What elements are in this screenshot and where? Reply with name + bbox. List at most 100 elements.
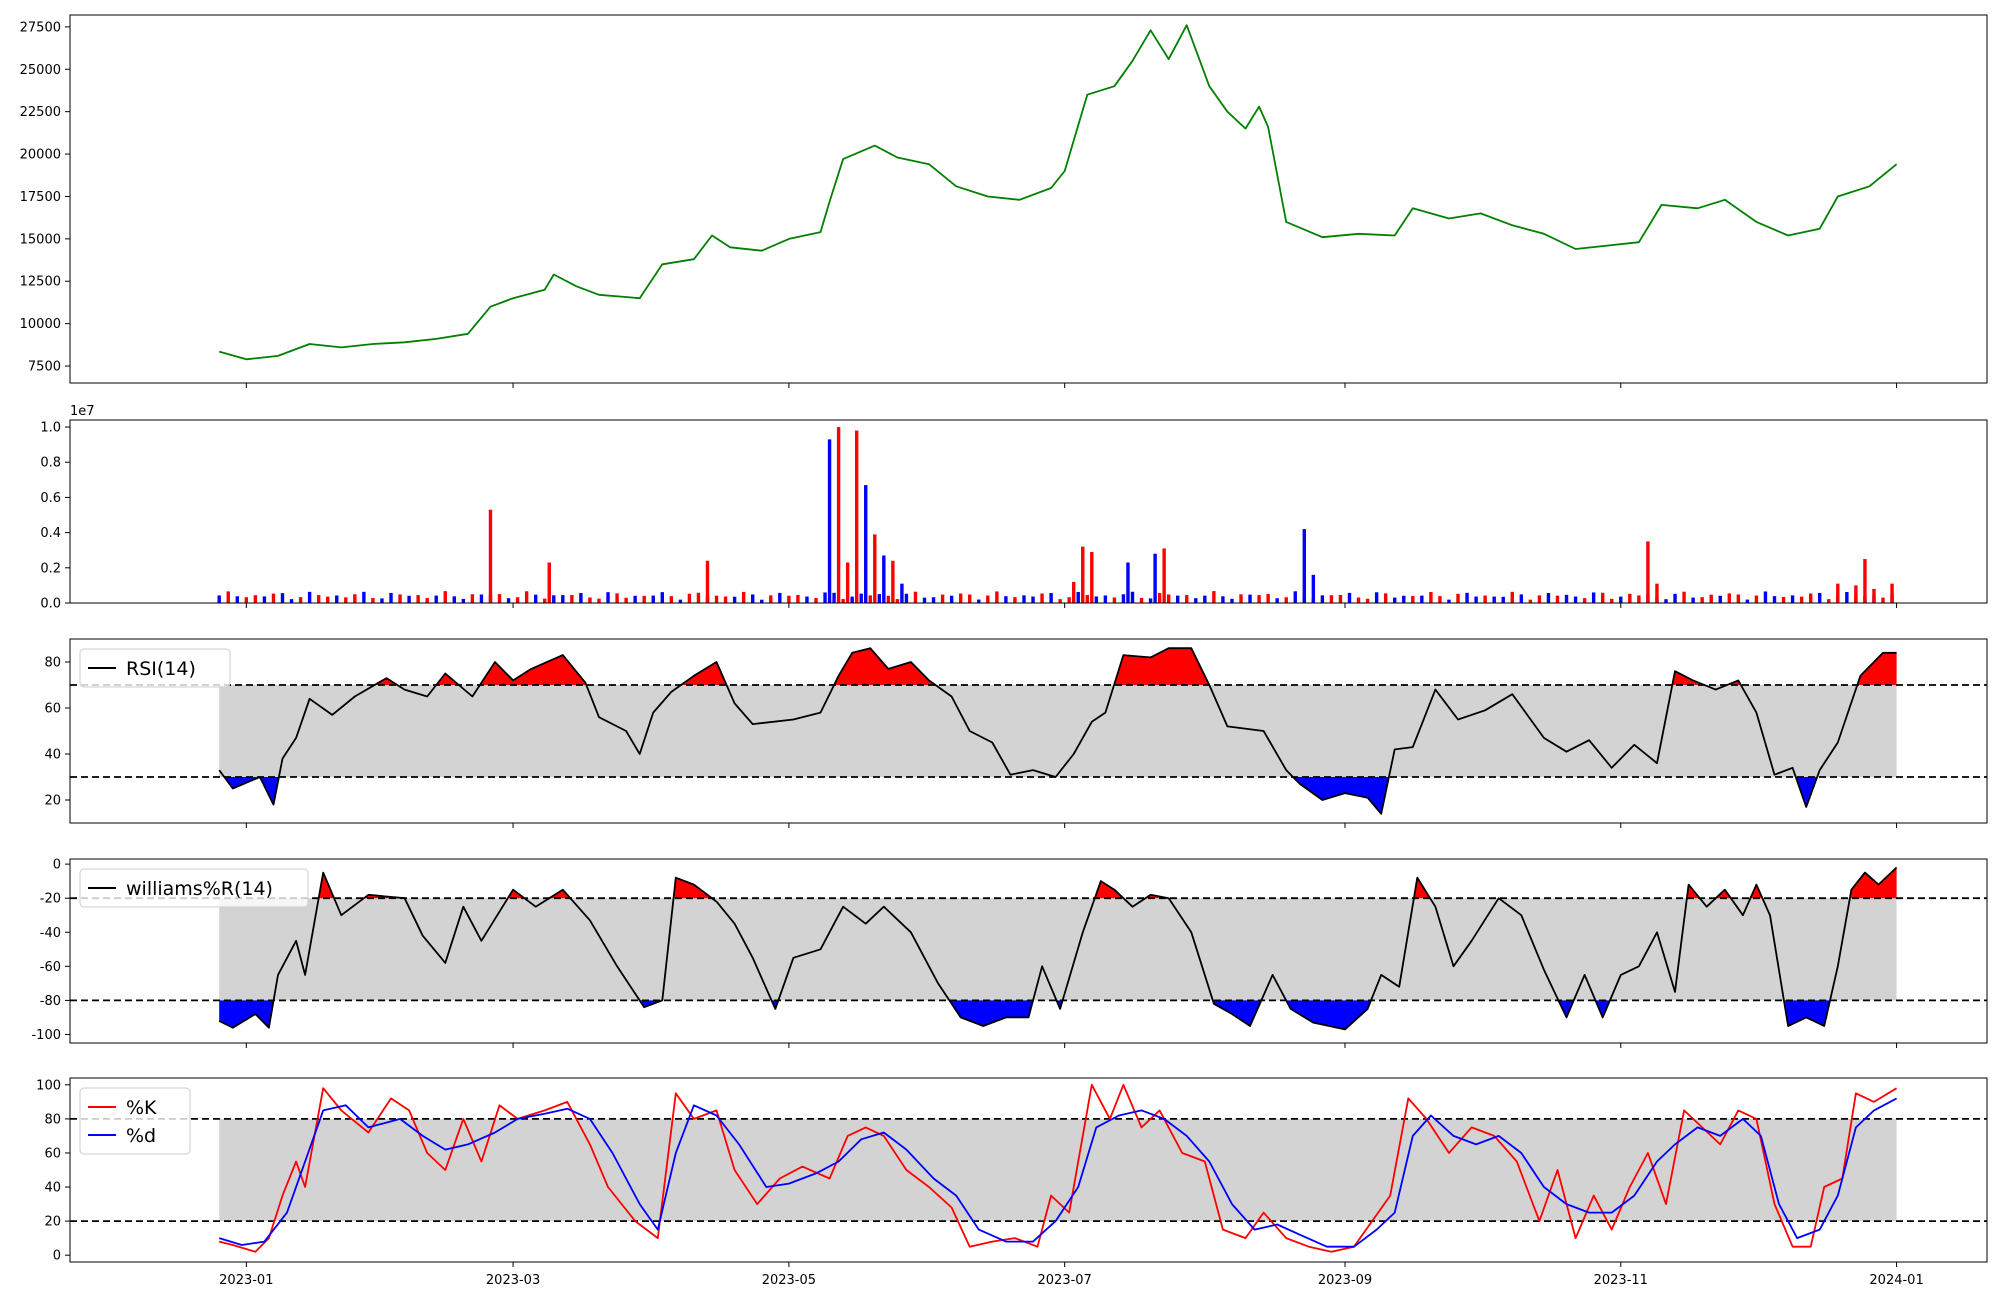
volume-bar xyxy=(253,595,258,603)
volume-bar xyxy=(1546,593,1551,603)
volume-bar xyxy=(1890,583,1894,603)
volume-bar xyxy=(1212,591,1216,603)
williams-r-overbought-fill xyxy=(1849,867,1897,899)
volume-bar xyxy=(1763,591,1768,603)
rsi-legend: RSI(14) xyxy=(79,648,231,688)
williams-r-oversold-fill xyxy=(1595,1000,1610,1018)
volume-bar xyxy=(904,593,909,603)
volume-bar xyxy=(1845,592,1849,603)
volume-bar xyxy=(1031,596,1035,603)
volume-bar xyxy=(1257,595,1261,603)
volume-bar xyxy=(488,509,493,603)
williams-r-oversold-fill xyxy=(219,1000,274,1028)
volume-bar xyxy=(479,594,484,603)
volume-bar xyxy=(913,591,918,603)
volume-bar xyxy=(452,596,457,603)
volume-bar xyxy=(316,595,321,603)
volume-bar xyxy=(787,595,791,603)
volume-bar xyxy=(1610,598,1614,603)
volume-bar xyxy=(326,596,330,603)
volume-bar xyxy=(678,599,683,603)
volume-bar xyxy=(1103,595,1108,603)
volume-bar xyxy=(1293,591,1297,603)
volume-bar xyxy=(1664,599,1668,603)
volume-bar xyxy=(398,594,402,603)
volume-bar xyxy=(814,598,818,603)
volume-bar xyxy=(461,598,466,603)
volume-ytick-label: 0.2 xyxy=(40,561,61,576)
price-panel: 7500 10000 12500 15000 17500 20000 22500 25000 2… xyxy=(20,14,1988,384)
volume-bar xyxy=(1013,597,1017,603)
volume-bar xyxy=(1275,598,1279,603)
volume-bar xyxy=(1112,597,1117,603)
volume-bar xyxy=(1139,597,1144,603)
volume-bar xyxy=(1564,594,1569,603)
volume-bar xyxy=(1682,591,1686,603)
williams-r-frame xyxy=(69,858,1988,1044)
xtick-label: 2023-05 xyxy=(762,1273,816,1288)
rsi-oversold-fill xyxy=(1293,777,1389,814)
volume-bar xyxy=(1094,596,1099,603)
williams-r-overbought-fill xyxy=(1094,881,1124,899)
volume-bar xyxy=(886,595,891,603)
price-plot-area xyxy=(70,15,1987,383)
volume-bar xyxy=(714,595,719,603)
volume-bar xyxy=(1157,593,1162,603)
volume-bar xyxy=(1736,594,1741,603)
volume-bar xyxy=(1691,597,1695,603)
volume-bar xyxy=(1718,595,1722,603)
volume-bar xyxy=(1438,596,1442,603)
williams-r-ytick-label: 0 xyxy=(53,858,61,873)
stochastic-line-%d xyxy=(218,1097,1898,1248)
volume-bar xyxy=(949,595,954,603)
volume-bar xyxy=(1148,598,1153,603)
stochastic-ytick-label: 60 xyxy=(44,1146,61,1161)
volume-bar xyxy=(579,593,583,603)
rsi-ytick-label: 20 xyxy=(44,794,61,809)
williams-r-overbought-fill xyxy=(1750,884,1763,899)
volume-bar xyxy=(1465,592,1469,603)
volume-bar xyxy=(1808,593,1813,603)
stochastic-legend-box xyxy=(79,1087,191,1155)
volume-bar xyxy=(1239,594,1243,603)
volume-bar xyxy=(434,595,438,603)
xtick-label: 2023-11 xyxy=(1594,1273,1648,1288)
williams-r-legend-box xyxy=(79,868,309,908)
volume-plot-area xyxy=(70,420,1987,603)
xtick-label: 2023-09 xyxy=(1318,1273,1372,1288)
volume-bar xyxy=(1067,597,1071,603)
price-ytick-label: 25000 xyxy=(20,63,61,78)
volume-bar xyxy=(1058,599,1062,603)
volume-bar xyxy=(1085,595,1089,603)
volume-bar xyxy=(533,594,538,603)
volume-bar xyxy=(506,598,511,603)
volume-bar xyxy=(1365,598,1370,603)
stochastic-line-%K xyxy=(218,1083,1898,1253)
volume-bar xyxy=(669,596,674,603)
williams-r-line-williams%R(14) xyxy=(218,866,1898,1031)
volume-bar xyxy=(1076,591,1080,603)
volume-bar xyxy=(470,594,475,603)
volume-bar xyxy=(1004,596,1008,603)
volume-bar xyxy=(1266,594,1270,603)
volume-bar xyxy=(1818,592,1822,603)
volume-bar xyxy=(307,591,312,603)
volume-bar xyxy=(891,560,895,603)
volume-bar xyxy=(561,595,565,603)
xtick-label: 2024-01 xyxy=(1869,1273,1923,1288)
volume-bar xyxy=(1383,593,1388,603)
volume-bar xyxy=(226,591,230,603)
rsi-ytick-label: 60 xyxy=(44,702,61,717)
volume-bar xyxy=(864,485,868,603)
volume-bar xyxy=(1528,599,1533,603)
volume-bar xyxy=(850,596,854,603)
rsi-overbought-fill xyxy=(1857,652,1897,685)
volume-bar xyxy=(660,592,664,603)
williams-r-ytick-label: -60 xyxy=(40,960,61,975)
volume-bar xyxy=(597,598,601,603)
volume-bar xyxy=(769,595,773,603)
volume-bar xyxy=(1483,595,1487,603)
volume-bar xyxy=(443,591,447,603)
volume-bar xyxy=(1700,597,1704,603)
volume-bar xyxy=(389,592,393,603)
